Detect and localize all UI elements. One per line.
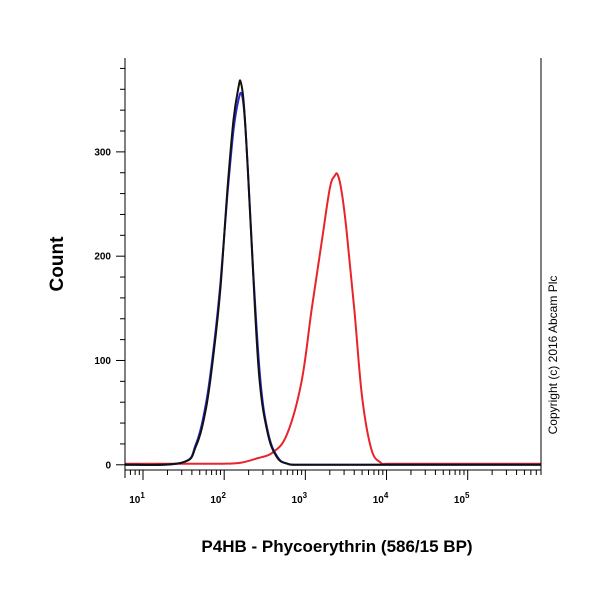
y-tick-label-1: 0 (105, 460, 111, 471)
x-axis-title: P4HB - Phycoerythrin (586/15 BP) (201, 537, 472, 556)
copyright-text: Copyright (c) 2016 Abcam Plc (546, 276, 560, 435)
y-axis-title: Count (47, 236, 68, 292)
x-tick-label-1: 101 (129, 491, 145, 506)
x-tick-label-5: 105 (454, 491, 470, 506)
y-tick-label-3: 200 (94, 252, 111, 263)
series-layer (124, 79, 541, 467)
x-tick-label-3: 103 (292, 491, 308, 506)
y-tick-label-2: 100 (94, 356, 111, 367)
y-tick-label-4: 300 (94, 147, 111, 158)
x-tick-label-4: 104 (373, 491, 389, 506)
series-3-line (124, 79, 541, 466)
ticks-layer: 101 102 103 104 105 0 100 200 300 (94, 67, 542, 506)
x-tick-label-2: 102 (210, 491, 226, 506)
